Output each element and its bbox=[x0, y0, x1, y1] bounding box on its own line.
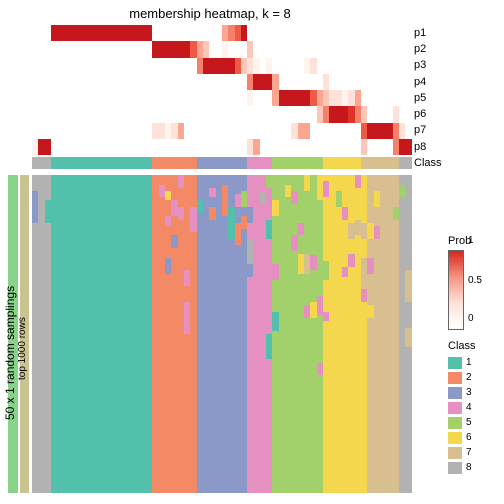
main-seg bbox=[405, 302, 411, 327]
prob-tick: 0 bbox=[468, 313, 474, 324]
legend-swatch bbox=[448, 402, 462, 414]
class-strip bbox=[32, 157, 412, 169]
prob-legend: Prob 10.50 bbox=[448, 235, 471, 330]
chart-title: membership heatmap, k = 8 bbox=[0, 6, 420, 21]
row-label: p7 bbox=[414, 123, 426, 139]
class-legend-item: 7 bbox=[448, 445, 476, 460]
row-label: p5 bbox=[414, 90, 426, 106]
class-legend-title: Class bbox=[448, 340, 476, 352]
legend-swatch bbox=[448, 447, 462, 459]
main-seg bbox=[405, 328, 411, 347]
legend-label: 8 bbox=[466, 462, 472, 473]
class-legend-item: 1 bbox=[448, 355, 476, 370]
prob-cell bbox=[405, 123, 411, 139]
class-legend-item: 2 bbox=[448, 370, 476, 385]
class-legend-item: 8 bbox=[448, 460, 476, 475]
row-label: p1 bbox=[414, 25, 426, 41]
main-seg bbox=[405, 175, 411, 270]
prob-cell bbox=[405, 90, 411, 106]
class-cell bbox=[405, 157, 411, 169]
legend-label: 7 bbox=[466, 447, 472, 458]
prob-tick: 1 bbox=[468, 235, 474, 246]
row-label: p3 bbox=[414, 58, 426, 74]
prob-cell bbox=[405, 41, 411, 57]
class-legend-item: 5 bbox=[448, 415, 476, 430]
legend-label: 5 bbox=[466, 417, 472, 428]
row-labels: p1p2p3p4p5p6p7p8 bbox=[414, 25, 426, 155]
class-legend: Class 1 2 3 4 5 6 7 8 bbox=[448, 340, 476, 475]
legend-swatch bbox=[448, 372, 462, 384]
legend-label: 2 bbox=[466, 372, 472, 383]
class-legend-item: 3 bbox=[448, 385, 476, 400]
legend-label: 4 bbox=[466, 402, 472, 413]
prob-cell bbox=[405, 139, 411, 155]
row-label: p4 bbox=[414, 74, 426, 90]
main-seg bbox=[405, 270, 411, 302]
legend-label: 6 bbox=[466, 432, 472, 443]
class-row-label: Class bbox=[414, 157, 442, 169]
row-label: p8 bbox=[414, 139, 426, 155]
row-label: p6 bbox=[414, 106, 426, 122]
legend-swatch bbox=[448, 417, 462, 429]
prob-cell bbox=[405, 58, 411, 74]
main-col bbox=[405, 175, 411, 493]
prob-heatmap bbox=[32, 25, 412, 155]
legend-label: 3 bbox=[466, 387, 472, 398]
legend-label: 1 bbox=[466, 357, 472, 368]
prob-cell bbox=[405, 106, 411, 122]
main-heatmap bbox=[32, 175, 412, 493]
gap-line bbox=[8, 171, 412, 173]
prob-tick: 0.5 bbox=[468, 275, 482, 286]
legend-swatch bbox=[448, 357, 462, 369]
plot-area bbox=[32, 25, 412, 495]
prob-cell bbox=[405, 74, 411, 90]
row-label: p2 bbox=[414, 41, 426, 57]
class-legend-item: 4 bbox=[448, 400, 476, 415]
legend-swatch bbox=[448, 462, 462, 474]
prob-cell bbox=[405, 25, 411, 41]
main-seg bbox=[405, 347, 411, 493]
prob-gradient bbox=[448, 250, 464, 330]
class-legend-item: 6 bbox=[448, 430, 476, 445]
ylabel-sampling: 50 x 1 random samplings bbox=[3, 286, 17, 420]
legend-swatch bbox=[448, 387, 462, 399]
ylabel-rows: top 1000 rows bbox=[17, 317, 28, 380]
legend-swatch bbox=[448, 432, 462, 444]
